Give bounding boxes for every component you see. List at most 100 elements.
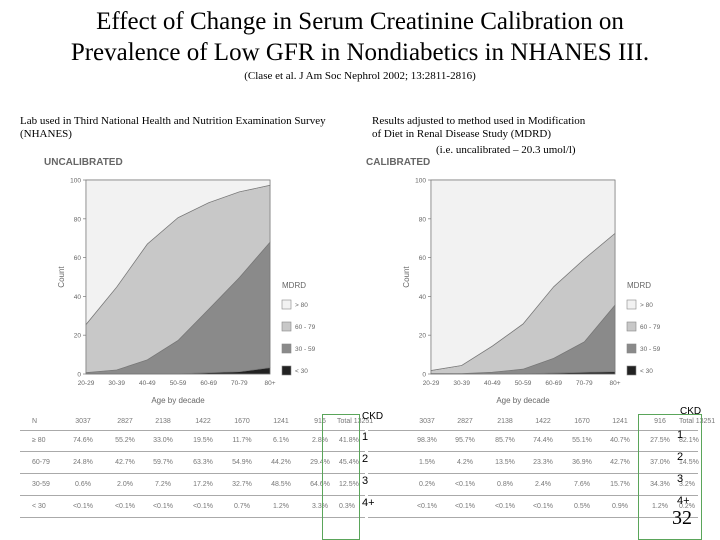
table-cell: 1.2% [273, 503, 289, 510]
table-cell: 19.5% [193, 437, 213, 444]
table-cell: <0.1% [72, 503, 94, 510]
table-cell: 17.2% [193, 481, 213, 488]
ckd-stage-right-2: 2 [677, 451, 684, 463]
table-cell: 0.6% [75, 481, 91, 488]
y-tick-label: 100 [70, 178, 81, 185]
table-header-n: 916 [654, 418, 666, 425]
ckd-header-right: CKD [680, 406, 702, 417]
table-cell: 1.5% [419, 459, 435, 466]
table-header-n: 1422 [195, 418, 211, 425]
table-cell: 42.7% [610, 459, 630, 466]
table-row-label: 30-59 [32, 481, 50, 488]
table-row-total: 82.1% [679, 437, 699, 444]
table-cell: 2.8% [312, 437, 328, 444]
table-rule [20, 517, 365, 518]
legend-swatch-60-79 [626, 321, 637, 332]
table-row-total: 0.3% [339, 503, 355, 510]
table-cell: 0.8% [497, 481, 513, 488]
ckd-stage-left-2: 2 [362, 453, 369, 465]
table-header-n: 2827 [457, 418, 473, 425]
table-cell: 59.7% [153, 459, 173, 466]
y-axis-label: Count [57, 266, 66, 288]
legend-label-30-59: 30 - 59 [295, 346, 316, 353]
table-cell: 40.7% [610, 437, 630, 444]
x-tick-label: 70-79 [576, 380, 593, 387]
table-cell: <0.1% [416, 503, 438, 510]
ckd-box-left [322, 414, 360, 540]
legend-swatch-gt80 [281, 299, 292, 310]
ckd-stage-left-1: 1 [362, 431, 369, 443]
table-cell: 27.5% [650, 437, 670, 444]
table-rule [368, 473, 698, 474]
table-cell: 7.6% [574, 481, 590, 488]
table-cell: <0.1% [454, 503, 476, 510]
table-cell: <0.1% [192, 503, 214, 510]
table-cell: 36.9% [572, 459, 592, 466]
x-tick-label: 40-49 [139, 380, 156, 387]
table-row-total: 41.8% [339, 437, 359, 444]
ckd-stage-right-3: 3 [677, 473, 684, 485]
table-cell: 0.7% [234, 503, 250, 510]
title-line-2: Prevalence of Low GFR in Nondiabetics in… [70, 39, 650, 66]
page-number: 32 [672, 507, 692, 529]
table-cell: <0.1% [454, 481, 476, 488]
table-cell: 0.5% [574, 503, 590, 510]
table-row-label: < 30 [32, 503, 46, 510]
table-cell: 2.0% [117, 481, 133, 488]
ckd-stage-left-3: 3 [362, 475, 369, 487]
table-row-total: 0.2% [679, 503, 695, 510]
legend-swatch-30-59 [626, 343, 637, 354]
ckd-stage-right-4: 4+ [677, 495, 690, 507]
table-rule [20, 495, 365, 496]
x-tick-label: 50-59 [170, 380, 187, 387]
table-header-n: 1422 [535, 418, 551, 425]
table-header-total: Total 13251 [337, 418, 374, 425]
table-rule [20, 451, 365, 452]
y-tick-label: 100 [415, 178, 426, 185]
x-tick-label: 80+ [609, 380, 620, 387]
table-cell: 98.3% [417, 437, 437, 444]
table-cell: 29.4% [310, 459, 330, 466]
y-tick-label: 80 [74, 216, 82, 223]
table-cell: 85.7% [495, 437, 515, 444]
x-tick-label: 60-69 [545, 380, 562, 387]
table-cell: 74.6% [73, 437, 93, 444]
left-caption-line-2: (NHANES) [20, 128, 72, 140]
y-tick-label: 0 [422, 372, 426, 379]
table-cell: 55.2% [115, 437, 135, 444]
legend-swatch-gt80 [626, 299, 637, 310]
y-tick-label: 20 [419, 333, 427, 340]
left-caption-line-1: Lab used in Third National Health and Nu… [20, 115, 326, 127]
ckd-header-left: CKD [362, 411, 384, 422]
table-rule [20, 473, 365, 474]
legend-label-30-59: 30 - 59 [640, 346, 661, 353]
table-header-n: 2138 [155, 418, 171, 425]
y-tick-label: 40 [74, 294, 82, 301]
right-caption-line-2: of Diet in Renal Disease Study (MDRD) [372, 128, 552, 140]
table-row-total: 12.5% [339, 481, 359, 488]
table-rule [368, 430, 698, 431]
table-calibrated: 3037 2827 2138 1422 1670 1241 916 Total 13251 98… [368, 416, 715, 540]
legend-label-60-79: 60 - 79 [295, 324, 316, 331]
x-tick-label: 60-69 [200, 380, 217, 387]
right-caption-line-1: Results adjusted to method used in Modif… [372, 115, 586, 127]
x-tick-label: 20-29 [78, 380, 95, 387]
legend-label-gt80: > 80 [640, 302, 653, 309]
table-header-n: 1670 [574, 418, 590, 425]
table-cell: 2.4% [535, 481, 551, 488]
x-tick-label: 20-29 [423, 380, 440, 387]
y-tick-label: 80 [419, 216, 427, 223]
table-cell: 54.9% [232, 459, 252, 466]
ckd-stage-left-4: 4+ [362, 497, 375, 509]
legend-label-gt80: > 80 [295, 302, 308, 309]
table-cell: 33.0% [153, 437, 173, 444]
table-cell: 23.3% [533, 459, 553, 466]
table-header-total: Total 13251 [679, 418, 716, 425]
table-cell: <0.1% [494, 503, 516, 510]
table-cell: <0.1% [152, 503, 174, 510]
chart-uncalibrated: 0 20 40 60 80 100 20-29 30-39 40-49 50-59 60-69 70-… [57, 178, 316, 406]
table-rule [368, 495, 698, 496]
table-cell: 95.7% [455, 437, 475, 444]
table-cell: 13.5% [495, 459, 515, 466]
y-tick-label: 40 [419, 294, 427, 301]
